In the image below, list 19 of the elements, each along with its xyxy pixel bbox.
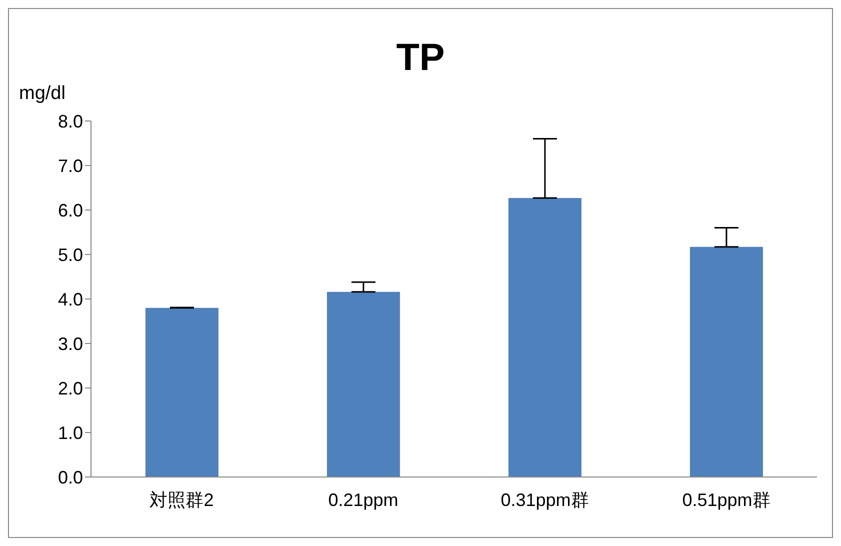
y-tick-label: 6.0 xyxy=(58,200,83,220)
y-tick-label: 3.0 xyxy=(58,334,83,354)
y-tick-label: 4.0 xyxy=(58,289,83,310)
bar xyxy=(690,246,763,477)
bar xyxy=(326,292,400,477)
x-tick-label: 0.21ppm xyxy=(328,490,398,510)
x-tick-label: 0.31ppm群 xyxy=(500,490,589,510)
y-tick-label: 8.0 xyxy=(58,111,83,132)
y-axis-title: mg/dl xyxy=(19,83,66,105)
x-tick-label: 0.51ppm群 xyxy=(682,490,770,510)
y-tick-label: 0.0 xyxy=(58,467,83,488)
chart-title: TP xyxy=(395,37,446,80)
y-tick-label: 5.0 xyxy=(58,244,83,265)
x-tick-label: 対照群2 xyxy=(150,490,214,510)
y-tick-label: 1.0 xyxy=(58,422,83,443)
bar xyxy=(145,308,218,477)
y-tick-label: 7.0 xyxy=(58,156,83,176)
bar xyxy=(508,198,582,477)
y-tick-label: 2.0 xyxy=(58,378,83,398)
